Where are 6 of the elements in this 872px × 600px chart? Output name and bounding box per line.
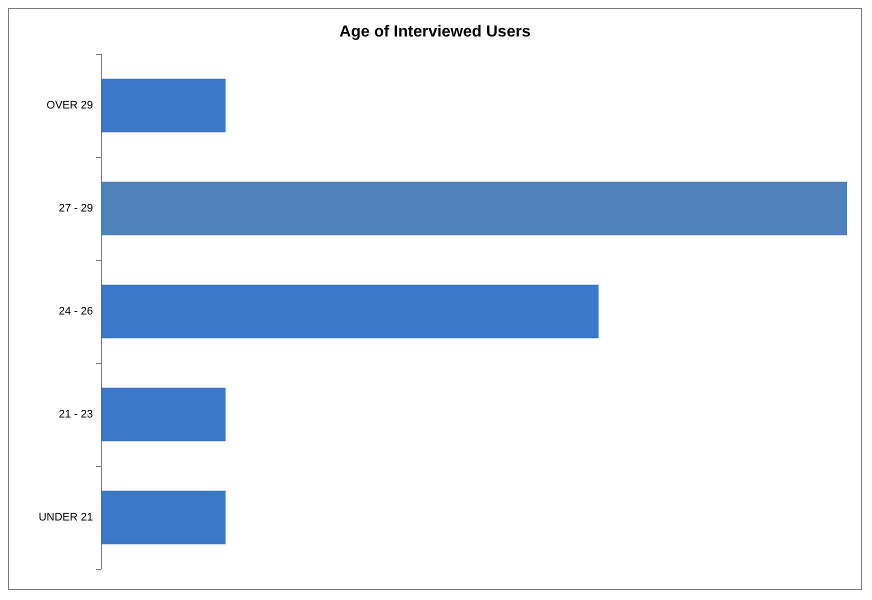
y-tick-label: UNDER 21 bbox=[38, 512, 93, 524]
chart-title: Age of Interviewed Users bbox=[339, 24, 531, 40]
y-tick-label: 24 - 26 bbox=[58, 306, 93, 318]
y-tick-label: 27 - 29 bbox=[58, 202, 93, 214]
y-tick-label: 21 - 23 bbox=[58, 408, 93, 420]
y-tick-label: OVER 29 bbox=[46, 100, 93, 112]
